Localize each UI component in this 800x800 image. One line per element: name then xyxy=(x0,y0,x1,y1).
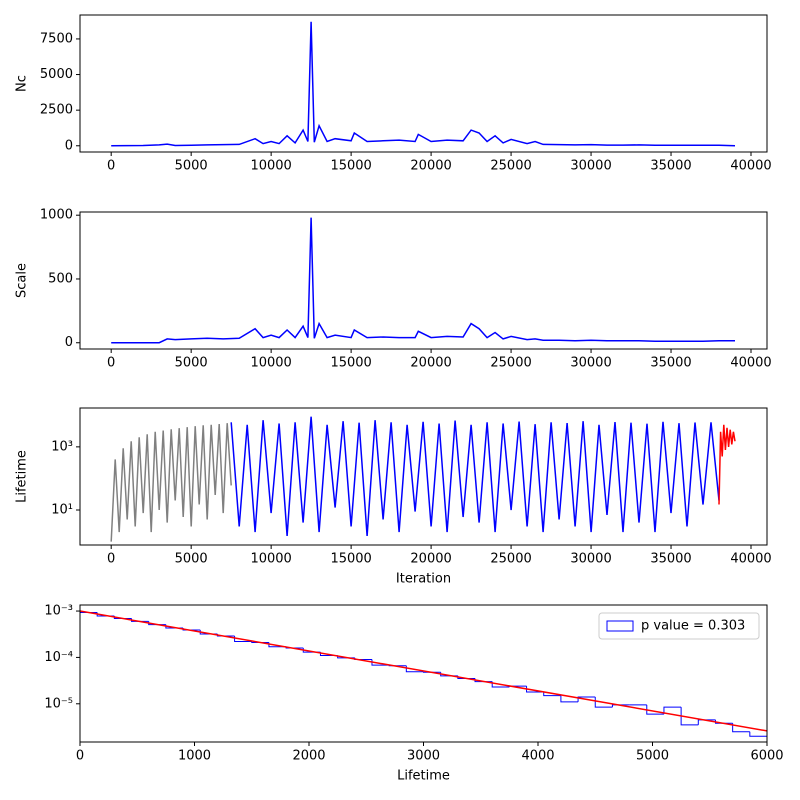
series-line xyxy=(111,217,735,344)
x-tick-label: 20000 xyxy=(410,356,451,371)
legend-label: p value = 0.303 xyxy=(641,619,745,634)
x-tick-label: 25000 xyxy=(490,159,531,174)
x-tick-label: 30000 xyxy=(570,356,611,371)
x-axis-label: Lifetime xyxy=(397,769,450,784)
series-line xyxy=(110,423,232,542)
plot-area xyxy=(80,610,767,742)
histogram-bin xyxy=(680,707,699,726)
y-axis-label: Nc xyxy=(15,75,30,92)
histogram-bin xyxy=(577,696,596,702)
y-tick-label: 10³ xyxy=(51,439,73,454)
x-tick-label: 10000 xyxy=(250,552,291,567)
x-tick-label: 5000 xyxy=(636,749,669,764)
x-tick-label: 20000 xyxy=(410,159,451,174)
x-tick-label: 4000 xyxy=(521,749,554,764)
histogram-bin xyxy=(749,731,767,742)
x-tick-label: 15000 xyxy=(330,552,371,567)
x-tick-label: 3000 xyxy=(407,749,440,764)
x-tick-label: 15000 xyxy=(330,159,371,174)
plot-area xyxy=(110,416,736,542)
y-tick-label: 10⁻⁴ xyxy=(44,650,73,665)
axes-frame xyxy=(79,604,768,743)
y-axis-label: Lifetime xyxy=(15,450,30,503)
y-tick-label: 500 xyxy=(48,271,73,286)
legend-swatch xyxy=(606,620,634,632)
y-tick-label: 5000 xyxy=(40,67,73,82)
x-tick-label: 5000 xyxy=(175,552,208,567)
x-tick-label: 35000 xyxy=(650,159,691,174)
axes-frame xyxy=(79,14,768,153)
y-tick-label: 0 xyxy=(65,335,73,350)
legend-box xyxy=(598,612,760,640)
x-tick-label: 0 xyxy=(107,356,115,371)
y-tick-label: 0 xyxy=(65,138,73,153)
histogram-bin xyxy=(543,691,561,697)
series-line xyxy=(111,21,736,147)
y-tick-label: 1000 xyxy=(40,208,73,223)
x-tick-label: 25000 xyxy=(490,356,531,371)
x-tick-label: 0 xyxy=(76,749,84,764)
x-axis-label: Iteration xyxy=(396,572,451,587)
axes-frame xyxy=(79,407,768,546)
x-tick-label: 35000 xyxy=(650,356,691,371)
histogram-bin xyxy=(611,704,630,708)
x-tick-label: 0 xyxy=(107,552,115,567)
x-tick-label: 6000 xyxy=(750,749,783,764)
y-axis-label: Scale xyxy=(15,263,30,298)
x-tick-label: 35000 xyxy=(650,552,691,567)
x-tick-label: 5000 xyxy=(175,159,208,174)
x-tick-label: 20000 xyxy=(410,552,451,567)
histogram-bin xyxy=(663,706,682,715)
y-tick-label: 7500 xyxy=(40,31,73,46)
x-tick-label: 5000 xyxy=(175,356,208,371)
x-tick-label: 10000 xyxy=(250,356,291,371)
fit-line xyxy=(80,610,767,732)
histogram-bin xyxy=(732,723,750,733)
histogram-bin xyxy=(526,686,544,693)
histogram-bin xyxy=(560,695,579,703)
x-tick-label: 15000 xyxy=(330,356,371,371)
series-line xyxy=(718,424,736,505)
histogram-bin xyxy=(646,704,664,715)
x-tick-label: 40000 xyxy=(730,356,771,371)
y-tick-label: 10⁻³ xyxy=(44,604,73,619)
x-tick-label: 30000 xyxy=(570,552,611,567)
x-tick-label: 10000 xyxy=(250,159,291,174)
x-tick-label: 0 xyxy=(107,159,115,174)
axes-frame xyxy=(79,211,768,350)
histogram-bin xyxy=(80,612,98,742)
x-tick-label: 40000 xyxy=(730,552,771,567)
plot-area xyxy=(111,21,736,147)
x-tick-label: 1000 xyxy=(178,749,211,764)
series-line xyxy=(230,416,720,537)
histogram-bin xyxy=(697,719,716,725)
y-tick-label: 10⁻⁵ xyxy=(44,696,73,711)
x-tick-label: 25000 xyxy=(490,552,531,567)
plot-area xyxy=(111,217,735,344)
x-tick-label: 2000 xyxy=(292,749,325,764)
y-tick-label: 10¹ xyxy=(51,503,73,518)
x-tick-label: 40000 xyxy=(730,159,771,174)
y-tick-label: 2500 xyxy=(40,103,73,118)
x-tick-label: 30000 xyxy=(570,159,611,174)
